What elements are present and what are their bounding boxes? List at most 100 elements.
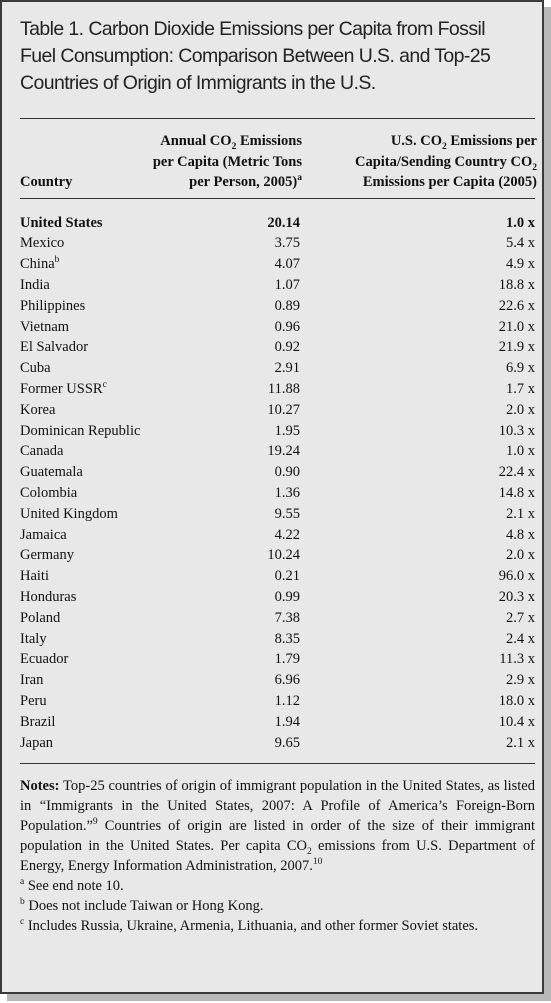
country-cell: United States: [20, 213, 103, 234]
notes-paragraph: Notes: Top-25 countries of origin of imm…: [20, 776, 535, 876]
country-name: Japan: [20, 734, 54, 751]
ratio-cell: 5.4 x: [506, 235, 535, 252]
ratio-cell: 2.1 x: [506, 734, 535, 751]
country-cell: Korea: [20, 400, 55, 421]
notes-text: Top-25 countries of origin of immigrant …: [20, 778, 535, 834]
subscript: 2: [442, 141, 447, 152]
country-name: Italy: [20, 630, 47, 647]
superscript: b: [20, 897, 25, 908]
column-header: U.S. CO2 Emissions per Capita/Sending Co…: [355, 131, 537, 193]
notes-text: Countries of origin are listed in order …: [20, 818, 535, 854]
country-name: Former USSR: [20, 380, 103, 397]
ratio-cell: 22.6 x: [498, 297, 535, 314]
ratio-cell: 2.4 x: [506, 630, 535, 647]
emissions-cell: 9.65: [274, 734, 300, 751]
country-cell: Brazil: [20, 712, 55, 733]
table-row: El Salvador 0.92 21.9 x: [20, 337, 535, 358]
table-row: Brazil 1.94 10.4 x: [20, 712, 535, 733]
header-text: Emissions per Capita (2005): [362, 174, 537, 190]
title-line: Fuel Consumption: Comparison Between U.S…: [20, 45, 491, 67]
country-cell: Philippines: [20, 296, 85, 317]
table-row: Poland 7.38 2.7 x: [20, 608, 535, 629]
emissions-cell: 1.07: [274, 276, 300, 293]
emissions-cell: 1.36: [274, 484, 300, 501]
ratio-cell: 10.4 x: [498, 713, 535, 730]
notes: Notes: Top-25 countries of origin of imm…: [20, 776, 535, 936]
country-cell: Dominican Republic: [20, 421, 140, 442]
country-name: Brazil: [20, 713, 56, 730]
country-name: Jamaica: [20, 526, 67, 543]
emissions-cell: 1.12: [274, 692, 300, 709]
country-name: Poland: [20, 609, 61, 626]
country-cell: Canada: [20, 441, 63, 462]
country-cell: Guatemala: [20, 462, 83, 483]
superscript: 9: [92, 817, 98, 828]
emissions-cell: 10.24: [267, 547, 300, 564]
subscript: 2: [231, 141, 237, 152]
rule: [20, 763, 535, 764]
table-row: Haiti 0.21 96.0 x: [20, 566, 535, 587]
country-name: United Kingdom: [20, 505, 118, 522]
country-name: Korea: [20, 401, 56, 418]
country-name: United States: [20, 214, 103, 231]
notes-label: Notes:: [20, 778, 60, 794]
emissions-cell: 2.91: [274, 360, 300, 377]
country-name: Germany: [20, 547, 74, 564]
country-cell: Colombia: [20, 483, 77, 504]
footnote-text: See end note 10.: [24, 878, 124, 894]
country-cell: Vietnam: [20, 317, 69, 338]
country-cell: Iran: [20, 670, 43, 691]
header-text: per Person, 2005): [189, 174, 298, 190]
table-row: Korea 10.27 2.0 x: [20, 400, 535, 421]
table-row: Philippines 0.89 22.6 x: [20, 296, 535, 317]
country-name: Mexico: [20, 235, 65, 252]
ratio-cell: 2.0 x: [506, 401, 535, 418]
superscript: c: [102, 380, 107, 391]
table-row: Former USSRc 11.88 1.7 x: [20, 379, 535, 400]
table-row: Colombia 1.36 14.8 x: [20, 483, 535, 504]
ratio-cell: 21.0 x: [498, 318, 535, 335]
country-name: Dominican Republic: [20, 422, 141, 439]
ratio-cell: 4.9 x: [506, 256, 535, 273]
country-cell: Peru: [20, 691, 47, 712]
title-line: Table 1. Carbon Dioxide Emissions per Ca…: [20, 18, 486, 40]
ratio-cell: 18.0 x: [498, 692, 535, 709]
table-row: Honduras 0.99 20.3 x: [20, 587, 535, 608]
ratio-cell: 1.0 x: [506, 443, 535, 460]
country-cell: Japan: [20, 733, 53, 754]
emissions-cell: 11.88: [267, 380, 300, 397]
country-name: China: [20, 256, 55, 273]
table-row: Dominican Republic 1.95 10.3 x: [20, 421, 535, 442]
emissions-cell: 0.90: [274, 464, 300, 481]
footnote-text: Does not include Taiwan or Hong Kong.: [24, 898, 264, 914]
country-cell: Mexico: [20, 233, 64, 254]
table-row: Iran 6.96 2.9 x: [20, 670, 535, 691]
ratio-cell: 2.0 x: [506, 547, 535, 564]
emissions-cell: 1.95: [274, 422, 300, 439]
rule: [20, 118, 535, 119]
table-row: Germany 10.24 2.0 x: [20, 545, 535, 566]
table-row: Vietnam 0.96 21.0 x: [20, 317, 535, 338]
country-name: El Salvador: [20, 339, 89, 356]
country-cell: Cuba: [20, 358, 51, 379]
ratio-cell: 2.1 x: [506, 505, 535, 522]
footnotes: a See end note 10. b Does not include Tai…: [20, 876, 535, 936]
country-name: Vietnam: [20, 318, 70, 335]
table-row: Jamaica 4.22 4.8 x: [20, 525, 535, 546]
superscript: c: [20, 917, 25, 928]
subscript: 2: [532, 162, 537, 173]
ratio-cell: 14.8 x: [498, 484, 535, 501]
emissions-cell: 10.27: [267, 401, 300, 418]
emissions-cell: 0.92: [274, 339, 300, 356]
country-name: Iran: [20, 672, 44, 689]
country-cell: Germany: [20, 545, 74, 566]
ratio-cell: 6.9 x: [506, 360, 535, 377]
emissions-cell: 20.14: [267, 214, 300, 231]
notes-text: emissions from U.S. Department of Energy…: [20, 838, 535, 874]
ratio-cell: 22.4 x: [498, 464, 535, 481]
country-name: Cuba: [20, 360, 51, 377]
ratio-cell: 1.0 x: [506, 214, 535, 231]
table-row: Chinab 4.07 4.9 x: [20, 254, 535, 275]
country-cell: Honduras: [20, 587, 76, 608]
table-row: United Kingdom 9.55 2.1 x: [20, 504, 535, 525]
